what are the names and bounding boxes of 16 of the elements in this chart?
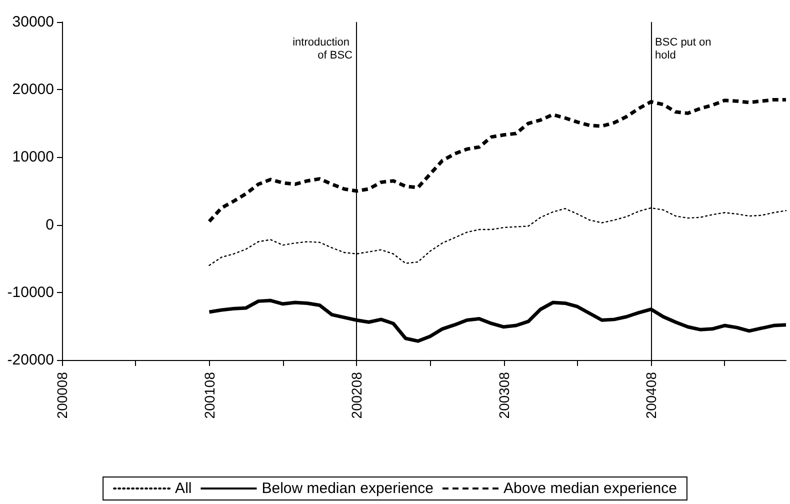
x-tick-label: 200208 — [348, 372, 365, 419]
y-tick-label: 20000 — [12, 81, 54, 98]
ref-line-label: introduction of BSC — [292, 36, 353, 62]
ref-line-label: BSC put on hold — [655, 36, 714, 62]
x-tick-label: 200108 — [201, 372, 218, 419]
legend-label: All — [175, 480, 192, 497]
legend-label: Above median experience — [503, 480, 677, 497]
x-tick-label: 200008 — [54, 372, 70, 419]
legend-label: Below median experience — [262, 480, 434, 497]
x-tick-label: 200308 — [496, 372, 512, 419]
y-tick-label: -10000 — [7, 284, 54, 301]
y-tick-label: 30000 — [12, 14, 54, 30]
y-tick-label: -20000 — [7, 352, 54, 368]
y-tick-label: 0 — [46, 216, 54, 234]
y-tick-label: 10000 — [12, 148, 54, 166]
x-tick-label: 200408 — [643, 372, 660, 419]
